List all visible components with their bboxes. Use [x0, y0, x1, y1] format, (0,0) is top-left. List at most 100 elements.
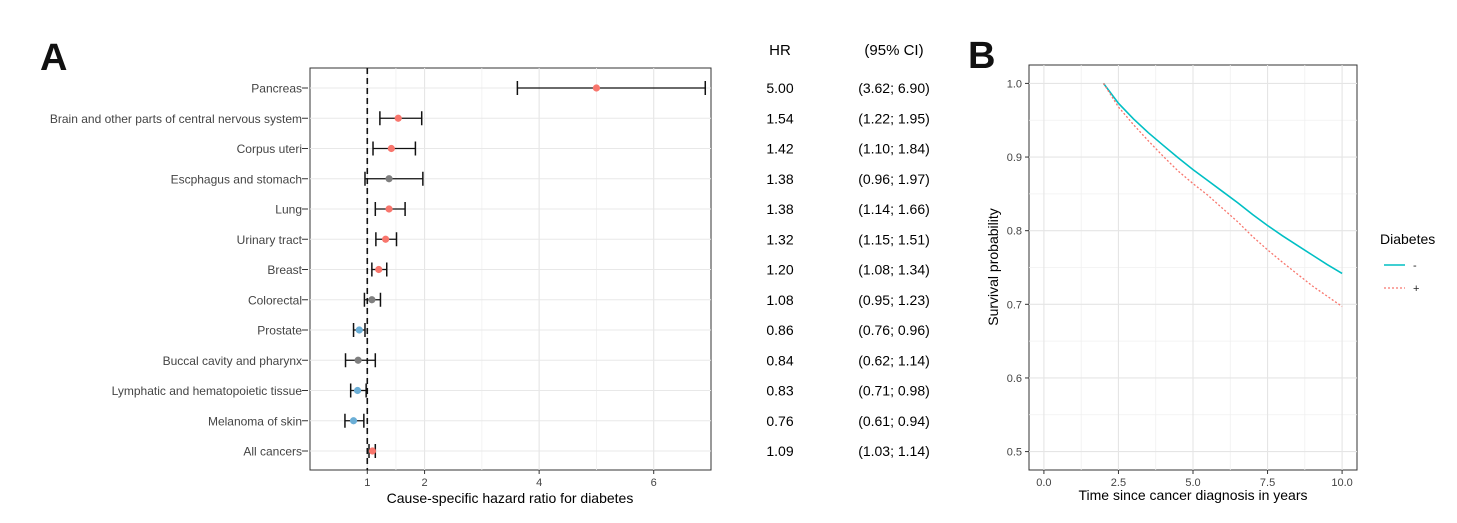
legend-label: - — [1413, 260, 1417, 272]
ci-value: (1.14; 1.66) — [858, 201, 930, 217]
survival-x-tick-label: 10.0 — [1331, 477, 1352, 489]
table-row: 1.38 (1.14; 1.66) — [766, 201, 929, 217]
forest-row: Lymphatic and hematopoietic tissue — [112, 383, 367, 398]
survival-lines — [1102, 82, 1343, 308]
hr-point — [385, 205, 393, 213]
hr-point — [355, 326, 363, 334]
row-label: Colorectal — [248, 293, 302, 307]
ci-value: (3.62; 6.90) — [858, 80, 930, 96]
ci-value: (1.03; 1.14) — [858, 443, 930, 459]
row-label: Pancreas — [251, 82, 302, 96]
table-row: 1.32 (1.15; 1.51) — [766, 231, 929, 247]
row-label: All cancers — [243, 445, 302, 459]
hr-point — [354, 356, 362, 364]
survival-plot: 0.0 2.5 5.0 7.5 10.0 0.5 0.6 0.7 0.8 0.9 1.0 Time … — [985, 64, 1435, 503]
ci-value: (1.15; 1.51) — [858, 231, 930, 247]
hr-value: 1.09 — [766, 443, 793, 459]
hr-ci-table: HR (95% CI) 5.00 (3.62; 6.90) 1.54 (1.22; 1… — [766, 42, 929, 459]
survival-curve-no-diabetes — [1102, 82, 1343, 275]
survival-x-tick-label: 0.0 — [1036, 477, 1051, 489]
forest-rows: Pancreas Brain and other parts of central… — [50, 81, 707, 459]
legend-title: Diabetes — [1380, 231, 1435, 247]
forest-row: Buccal cavity and pharynx — [163, 353, 377, 368]
forest-row: Breast — [267, 262, 388, 277]
forest-row: Pancreas — [251, 81, 707, 96]
table-row: 0.76 (0.61; 0.94) — [766, 413, 929, 429]
ci-value: (0.95; 1.23) — [858, 292, 930, 308]
survival-y-tick-label: 0.7 — [1007, 299, 1022, 311]
ci-value: (0.61; 0.94) — [858, 413, 930, 429]
table-row: 1.08 (0.95; 1.23) — [766, 292, 929, 308]
hr-value: 1.32 — [766, 231, 793, 247]
table-row: 1.54 (1.22; 1.95) — [766, 110, 929, 126]
table-row: 1.42 (1.10; 1.84) — [766, 141, 929, 157]
row-label: Corpus uteri — [237, 142, 302, 156]
hr-point — [349, 417, 358, 425]
table-row: 5.00 (3.62; 6.90) — [766, 80, 929, 96]
ci-value: (0.71; 0.98) — [858, 383, 930, 399]
row-label: Escphagus and stomach — [171, 172, 302, 186]
forest-row: Colorectal — [248, 292, 382, 307]
table-row: 1.09 (1.03; 1.14) — [766, 443, 929, 459]
forest-row: Melanoma of skin — [208, 413, 365, 428]
forest-row: Prostate — [257, 323, 366, 338]
survival-curve-diabetes — [1102, 83, 1343, 308]
forest-row: Urinary tract — [237, 232, 398, 247]
survival-axes: 0.0 2.5 5.0 7.5 10.0 0.5 0.6 0.7 0.8 0.9 1.0 — [1007, 78, 1353, 489]
survival-legend: Diabetes - + — [1380, 231, 1435, 295]
hr-value: 1.20 — [766, 262, 793, 278]
hr-value: 1.42 — [766, 141, 793, 157]
hr-value: 5.00 — [766, 80, 793, 96]
table-row: 1.38 (0.96; 1.97) — [766, 171, 929, 187]
hr-value: 1.54 — [766, 110, 793, 126]
forest-x-axis: 1 2 4 6 — [364, 470, 657, 489]
survival-x-tick-label: 5.0 — [1185, 477, 1200, 489]
hr-point — [387, 144, 395, 153]
hr-column-header: HR — [769, 42, 791, 59]
forest-plot: Pancreas Brain and other parts of central… — [50, 67, 712, 506]
hr-value: 0.84 — [766, 352, 793, 368]
panel-b-letter: B — [968, 35, 995, 77]
hr-point — [382, 235, 390, 243]
hr-value: 1.38 — [766, 201, 793, 217]
hr-value: 1.38 — [766, 171, 793, 187]
survival-x-axis-label: Time since cancer diagnosis in years — [1078, 487, 1307, 503]
hr-value: 0.76 — [766, 413, 793, 429]
hr-point — [592, 84, 601, 92]
forest-x-axis-label: Cause-specific hazard ratio for diabetes — [387, 490, 634, 506]
forest-row: Lung — [275, 202, 406, 217]
row-label: Melanoma of skin — [208, 414, 302, 428]
row-label: Breast — [267, 263, 302, 277]
forest-row: All cancers — [243, 444, 377, 459]
forest-row: Corpus uteri — [237, 141, 417, 156]
row-label: Lymphatic and hematopoietic tissue — [112, 384, 303, 398]
survival-y-tick-label: 0.5 — [1007, 447, 1022, 459]
x-tick-label: 2 — [422, 477, 428, 489]
hr-point — [375, 265, 383, 274]
table-row: 1.20 (1.08; 1.34) — [766, 262, 929, 278]
x-tick-label: 4 — [536, 477, 542, 489]
row-label: Lung — [275, 203, 302, 217]
survival-y-tick-label: 0.9 — [1007, 152, 1022, 164]
ci-column-header: (95% CI) — [864, 42, 923, 59]
ci-value: (1.08; 1.34) — [858, 262, 930, 278]
ci-value: (1.22; 1.95) — [858, 110, 930, 126]
row-label: Brain and other parts of central nervous… — [50, 112, 302, 126]
survival-y-tick-label: 1.0 — [1007, 78, 1022, 90]
survival-x-tick-label: 7.5 — [1260, 477, 1275, 489]
row-label: Buccal cavity and pharynx — [163, 354, 302, 368]
survival-y-axis-label: Survival probability — [985, 208, 1001, 326]
hr-point — [353, 386, 362, 395]
hr-value: 1.08 — [766, 292, 793, 308]
hr-ci-table-rows: 5.00 (3.62; 6.90) 1.54 (1.22; 1.95) 1.42 (1.1… — [766, 80, 929, 459]
row-label: Urinary tract — [237, 233, 303, 247]
panel-a-letter: A — [40, 37, 67, 79]
x-tick-label: 1 — [364, 477, 370, 489]
hr-point — [368, 447, 377, 455]
survival-x-tick-label: 2.5 — [1111, 477, 1126, 489]
table-row: 0.84 (0.62; 1.14) — [766, 352, 929, 368]
hr-value: 0.83 — [766, 383, 793, 399]
forest-row: Escphagus and stomach — [171, 171, 424, 186]
